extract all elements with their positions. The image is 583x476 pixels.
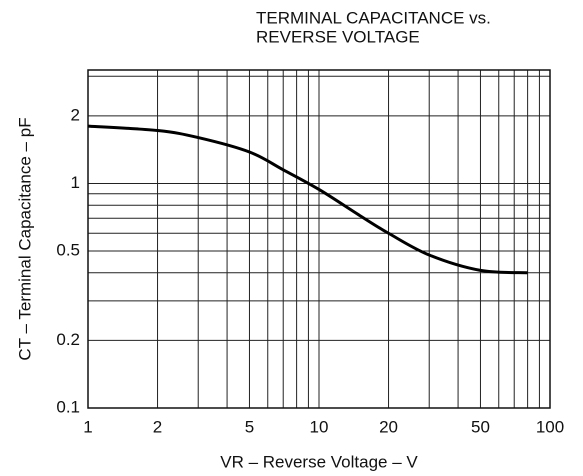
chart-title: REVERSE VOLTAGE: [256, 27, 420, 46]
y-tick-label: 2: [71, 105, 80, 124]
x-tick-label: 20: [379, 417, 398, 436]
x-axis-label: VR – Reverse Voltage – V: [220, 452, 418, 471]
y-tick-label: 0.2: [56, 330, 80, 349]
curve: [87, 124, 528, 275]
y-tick-label: 0.5: [56, 241, 80, 260]
y-axis-label: CT – Terminal Capacitance – pF: [15, 117, 34, 360]
y-tick-label: 0.1: [56, 397, 80, 416]
plot-frame: [87, 69, 551, 409]
x-tick-label: 2: [153, 417, 162, 436]
x-tick-label: 100: [536, 417, 564, 436]
x-tick-label: 1: [83, 417, 92, 436]
chart-title: TERMINAL CAPACITANCE vs.: [256, 8, 491, 27]
x-tick-label: 50: [471, 417, 490, 436]
y-tick-label: 1: [71, 173, 80, 192]
x-tick-label: 10: [310, 417, 329, 436]
x-tick-label: 5: [245, 417, 254, 436]
